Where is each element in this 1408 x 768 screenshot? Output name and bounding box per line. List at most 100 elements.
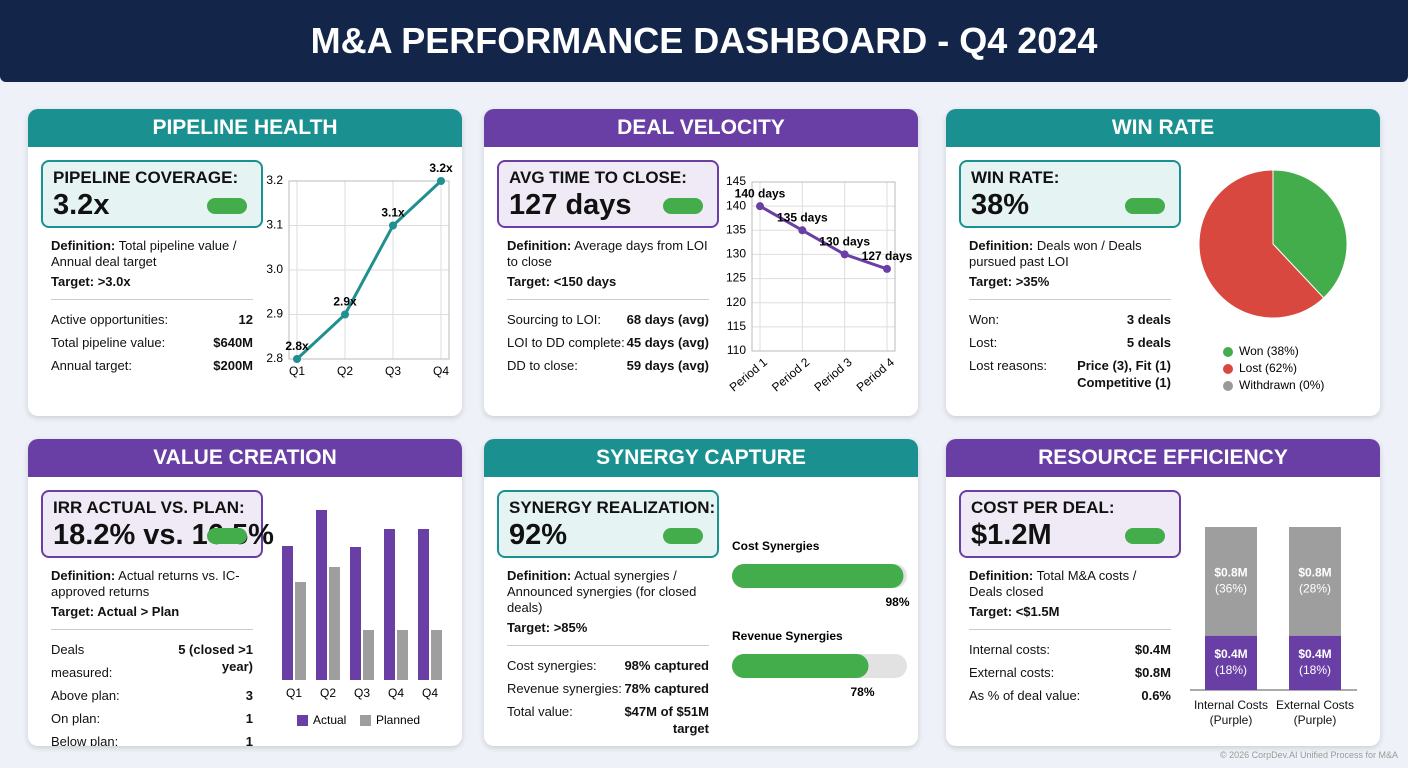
x-tick-label: Period 2	[769, 355, 812, 395]
stat-value: 59 days (avg)	[626, 358, 709, 373]
definition-text: Total M&A costs / Deals closed	[969, 568, 1137, 599]
plot-frame	[288, 180, 450, 360]
definition-label: Definition:	[507, 238, 572, 253]
target: Target: <150 days	[507, 274, 617, 289]
point	[389, 221, 397, 230]
value-label: 135 days	[777, 210, 828, 224]
stat-label: Internal costs:	[969, 642, 1050, 657]
segment-value: $0.8M	[1214, 566, 1247, 580]
stat-label: LOI to DD complete:	[507, 335, 625, 350]
kpi-box: IRR ACTUAL VS. PLAN: 18.2% vs. 16.5%	[41, 490, 274, 558]
stat-label: Lost:	[969, 335, 998, 350]
separator	[51, 299, 253, 300]
legend-swatch	[297, 715, 308, 726]
value-label: 2.9x	[333, 295, 357, 309]
separator	[51, 629, 253, 630]
definition-text: Actual returns vs. IC-approved returns	[51, 568, 240, 599]
value-label: 78%	[850, 685, 874, 699]
chart: $0.4M (18%) $0.8M (36%) $0.4M (18%) $0.8M (28%)	[1190, 527, 1357, 691]
stat-value: 5 deals	[1126, 335, 1171, 350]
definition: Definition: Average days from LOI to clo…	[507, 238, 709, 270]
stat-label: Won:	[969, 312, 1000, 327]
kpi-label: SYNERGY REALIZATION:	[509, 498, 716, 517]
bar	[418, 529, 429, 680]
kpi-value: 127 days	[509, 189, 632, 221]
stat-value: 78% captured	[624, 681, 709, 696]
y-tick-label: 2.9	[266, 307, 283, 321]
separator	[507, 645, 709, 646]
point	[341, 310, 349, 319]
y-tick-label: 140	[726, 198, 746, 212]
kpi-label: COST PER DEAL:	[971, 498, 1115, 517]
definition: Definition: Deals won / Deals pursued pa…	[969, 238, 1171, 270]
footer: © 2026 CorpDev.AI Unified Process for M&…	[1219, 750, 1398, 760]
status-pill	[663, 198, 703, 214]
value-label: 127 days	[862, 249, 912, 263]
value-label: 140 days	[735, 186, 786, 200]
segment-value: $0.8M	[1298, 566, 1331, 580]
chart: Cost Synergies 98% Revenue Synergies 78%	[732, 539, 910, 699]
kpi-value: 92%	[509, 519, 568, 551]
y-tick-label: 130	[726, 247, 746, 261]
bar	[329, 567, 340, 680]
stat-label: Revenue synergies:	[507, 681, 622, 696]
panel: VALUE CREATION IRR ACTUAL VS. PLAN: 18.2% …	[28, 439, 462, 746]
stat-label: Above plan:	[51, 688, 120, 703]
definition-label: Definition:	[969, 568, 1034, 583]
stat-label: Lost reasons:	[969, 358, 1048, 373]
bar-segment	[1289, 527, 1341, 636]
text-column: WIN RATE: 38% Definition: Deals won / Deal…	[959, 160, 1181, 391]
legend-label: Won (38%)	[1239, 344, 1299, 358]
value-label: 2.8x	[285, 339, 309, 353]
stat-label: Below plan:	[51, 734, 119, 746]
separator	[969, 299, 1171, 300]
legend-swatch	[1223, 381, 1233, 391]
panel: RESOURCE EFFICIENCY COST PER DEAL: $1.2M De…	[946, 439, 1380, 746]
legend-swatch	[1223, 347, 1233, 357]
kpi-value: 3.2x	[53, 189, 110, 221]
panel-title: SYNERGY CAPTURE	[484, 439, 918, 477]
stat-value: $200M	[213, 358, 253, 373]
kpi-box: WIN RATE: 38%	[959, 160, 1181, 228]
stat-row: Annual target: $200M	[51, 354, 253, 377]
status-pill	[663, 528, 703, 544]
definition-label: Definition:	[51, 568, 116, 583]
stat-row: Internal costs: $0.4M	[969, 638, 1171, 661]
kpi-value: $1.2M	[971, 519, 1052, 551]
legend-label: Lost (62%)	[1239, 361, 1297, 375]
kpi-value: 38%	[971, 189, 1030, 221]
bar-segment	[1289, 635, 1341, 690]
status-pill	[207, 528, 247, 544]
stat-row: Cost synergies: 98% captured	[507, 654, 709, 677]
kpi-box: SYNERGY REALIZATION: 92%	[497, 490, 719, 558]
x-tick-label: Period 3	[811, 355, 854, 395]
definition: Definition: Actual synergies / Announced…	[507, 568, 709, 616]
stat-label: Active opportunities:	[51, 312, 169, 327]
chart: Q1 Q2 Q3 Q4 Q4 Actual Planned	[282, 510, 442, 727]
y-tick-label: 2.8	[266, 351, 283, 365]
point	[293, 355, 301, 363]
progress-bar	[732, 564, 904, 588]
target: Target: >35%	[969, 274, 1050, 289]
kpi-box: PIPELINE COVERAGE: 3.2x	[41, 160, 263, 228]
legend-label: Planned	[376, 713, 420, 727]
stat-row: External costs: $0.8M	[969, 661, 1171, 684]
stat-label: DD to close:	[507, 358, 578, 373]
bar	[282, 546, 293, 680]
stat-value: 1	[245, 711, 253, 726]
point	[840, 250, 849, 259]
text-column: AVG TIME TO CLOSE: 127 days Definition: Av…	[497, 160, 719, 377]
bar	[350, 547, 361, 680]
kpi-label: WIN RATE:	[971, 168, 1060, 187]
x-tick-label: Internal Costs (Purple)	[1193, 698, 1269, 727]
stat-row: Below plan: 1	[51, 730, 253, 746]
plot-frame	[751, 181, 896, 352]
status-pill	[207, 198, 247, 214]
x-tick-label: Period 4	[854, 355, 897, 395]
definition-label: Definition:	[969, 238, 1034, 253]
stat-label: Sourcing to LOI:	[507, 312, 601, 327]
stat-value: 98% captured	[624, 658, 709, 673]
panel-title: DEAL VELOCITY	[484, 109, 918, 147]
segment-percent: (18%)	[1215, 663, 1247, 677]
stat-value: Price (3), Fit (1) Competitive (1)	[1077, 358, 1171, 390]
